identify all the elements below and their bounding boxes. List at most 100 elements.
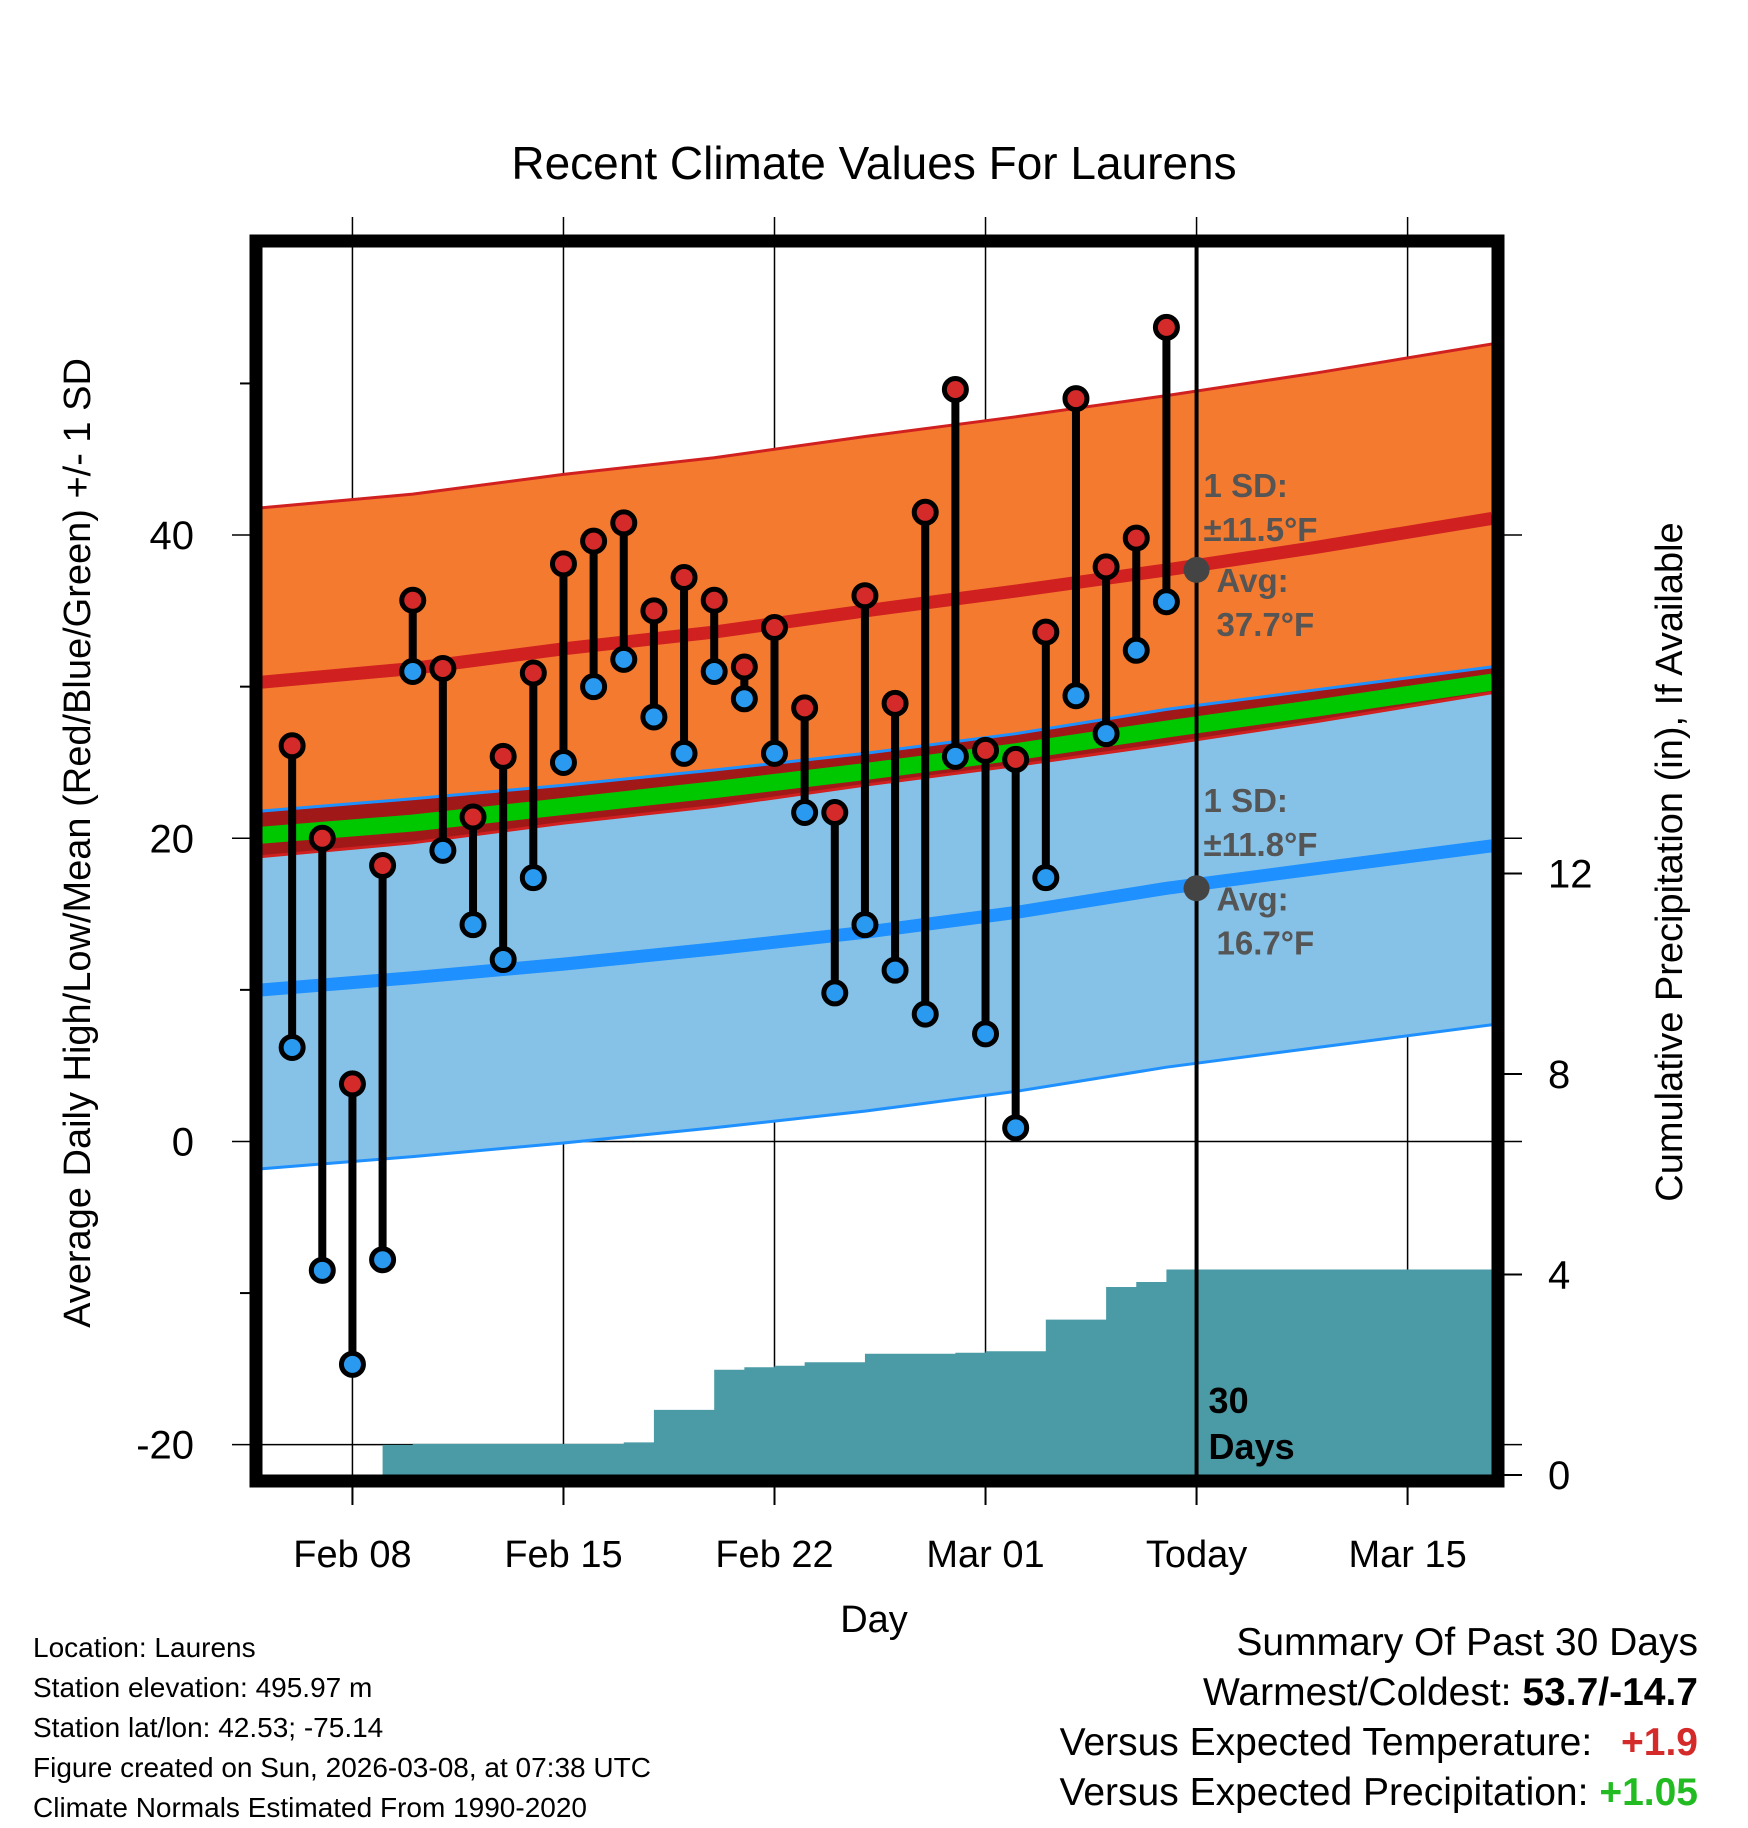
obs-low-point	[730, 685, 758, 713]
obs-high-point	[399, 586, 427, 614]
obs-low-point	[338, 1350, 366, 1378]
y-right-tick-label: 4	[1548, 1254, 1570, 1298]
summary-warmest-row: Warmest/Coldest: 53.7/-14.7	[1060, 1668, 1698, 1718]
obs-low-point	[549, 748, 577, 776]
chart-title: Recent Climate Values For Laurens	[511, 137, 1236, 189]
obs-high-point	[1002, 745, 1030, 773]
obs-low-point	[881, 956, 909, 984]
high-sd-upper-line	[262, 342, 1492, 510]
obs-low-point	[519, 864, 547, 892]
high-avg-label: Avg:	[1217, 562, 1289, 599]
obs-low-point	[1092, 720, 1120, 748]
obs-low-point	[670, 739, 698, 767]
obs-low-point	[369, 1246, 397, 1274]
x-tick-label: Today	[1146, 1534, 1247, 1576]
obs-high-point	[761, 614, 788, 642]
y-right-tick-label: 8	[1548, 1053, 1570, 1097]
y-right-tick-label: 0	[1548, 1454, 1570, 1498]
x-axis-label: Day	[840, 1599, 908, 1641]
x-tick-label: Feb 15	[504, 1534, 622, 1576]
obs-high-point	[459, 803, 487, 831]
obs-high-point	[730, 653, 758, 681]
plot-frame-layer	[249, 234, 1505, 1488]
obs-high-point	[1062, 385, 1090, 413]
low-avg-label: Avg:	[1217, 880, 1289, 917]
summary-title: Summary Of Past 30 Days	[1236, 1621, 1698, 1664]
obs-low-point	[1032, 864, 1060, 892]
obs-low-point	[1152, 588, 1180, 616]
y-left-tick-label: 0	[172, 1120, 194, 1164]
high-avg-value: 37.7°F	[1217, 606, 1315, 643]
summary-precip-row: Versus Expected Precipitation: +1.05	[1060, 1768, 1699, 1818]
obs-high-point	[881, 689, 909, 717]
obs-high-point	[519, 659, 547, 687]
low-sd-value: ±11.8°F	[1204, 826, 1318, 863]
warmest-label: Warmest/Coldest:	[1203, 1671, 1512, 1714]
high-sd-label: 1 SD:	[1204, 467, 1288, 504]
obs-high-point	[1122, 524, 1150, 552]
axes-layer: Feb 08 Feb 15 Feb 22 Mar 01 Today Mar 15 -20 0 2…	[136, 382, 1593, 1576]
obs-low-point	[640, 703, 668, 731]
obs-high-point	[941, 376, 969, 404]
obs-high-point	[972, 736, 1000, 764]
obs-high-point	[429, 654, 457, 682]
obs-high-point	[1032, 618, 1060, 646]
y-left-tick-label: 40	[150, 514, 195, 558]
obs-low-point	[761, 739, 788, 767]
summary-panel: Summary Of Past 30 Days Warmest/Coldest:…	[1060, 1618, 1699, 1818]
obs-low-point	[972, 1020, 1000, 1048]
observations-layer	[278, 313, 1180, 1378]
obs-low-point	[700, 657, 728, 685]
elevation-text: Station elevation: 495.97 m	[33, 1672, 373, 1703]
annotations-layer: 1 SD: ±11.5°F Avg: 37.7°F 1 SD: ±11.8°F Avg: 16…	[1183, 467, 1318, 961]
temp-delta-value: +1.9	[1621, 1721, 1698, 1764]
x-tick-label: Feb 22	[715, 1534, 833, 1576]
obs-high-point	[308, 824, 336, 852]
x-tick-label: Mar 01	[926, 1534, 1044, 1576]
obs-low-point	[1002, 1114, 1030, 1142]
summary-temp-row: Versus Expected Temperature: +1.9	[1060, 1718, 1698, 1768]
obs-low-point	[399, 657, 427, 685]
today-line-layer: 30 Days	[1194, 247, 1295, 1475]
obs-low-point	[911, 1000, 939, 1028]
low-sd-lower-line	[262, 1023, 1492, 1171]
obs-high-point	[640, 597, 668, 625]
latlon-text: Station lat/lon: 42.53; -75.14	[33, 1712, 384, 1743]
high-sd-value: ±11.5°F	[1204, 511, 1318, 548]
obs-low-point	[821, 979, 849, 1007]
obs-low-point	[1122, 636, 1150, 664]
obs-high-point	[791, 694, 819, 722]
period-label-days: Days	[1209, 1426, 1295, 1467]
obs-high-point	[821, 798, 849, 826]
y-left-tick-label: 20	[150, 817, 195, 861]
y-axis-label-right: Cumulative Precipitation (in), If Availa…	[1649, 522, 1691, 1201]
normals-text: Climate Normals Estimated From 1990-2020	[33, 1792, 587, 1823]
obs-high-point	[580, 527, 608, 555]
low-avg-marker	[1183, 875, 1210, 902]
obs-high-point	[369, 852, 397, 880]
warmest-value: 53.7/-14.7	[1522, 1671, 1698, 1714]
obs-low-point	[278, 1033, 306, 1061]
precip-delta-label: Versus Expected Precipitation:	[1059, 1771, 1589, 1814]
obs-high-point	[700, 586, 728, 614]
obs-high-point	[278, 732, 306, 760]
precip-area	[262, 1269, 1492, 1475]
high-avg-marker	[1183, 556, 1210, 583]
precip-layer	[262, 1269, 1492, 1475]
obs-high-point	[1152, 313, 1180, 341]
y-axis-label-left: Average Daily High/Low/Mean (Red/Blue/Gr…	[57, 358, 99, 1328]
obs-low-point	[1062, 682, 1090, 710]
created-text: Figure created on Sun, 2026-03-08, at 07…	[33, 1752, 651, 1783]
obs-high-point	[338, 1070, 366, 1098]
obs-high-point	[670, 563, 698, 591]
x-tick-label: Feb 08	[293, 1534, 411, 1576]
obs-high-point	[911, 498, 939, 526]
obs-low-point	[580, 673, 608, 701]
y-right-tick-label: 12	[1548, 853, 1593, 897]
obs-high-point	[610, 509, 638, 537]
plot-frame	[249, 234, 1505, 1488]
station-info: Location: Laurens Station elevation: 495…	[33, 1628, 651, 1828]
obs-low-point	[459, 911, 487, 939]
x-tick-label: Mar 15	[1348, 1534, 1466, 1576]
